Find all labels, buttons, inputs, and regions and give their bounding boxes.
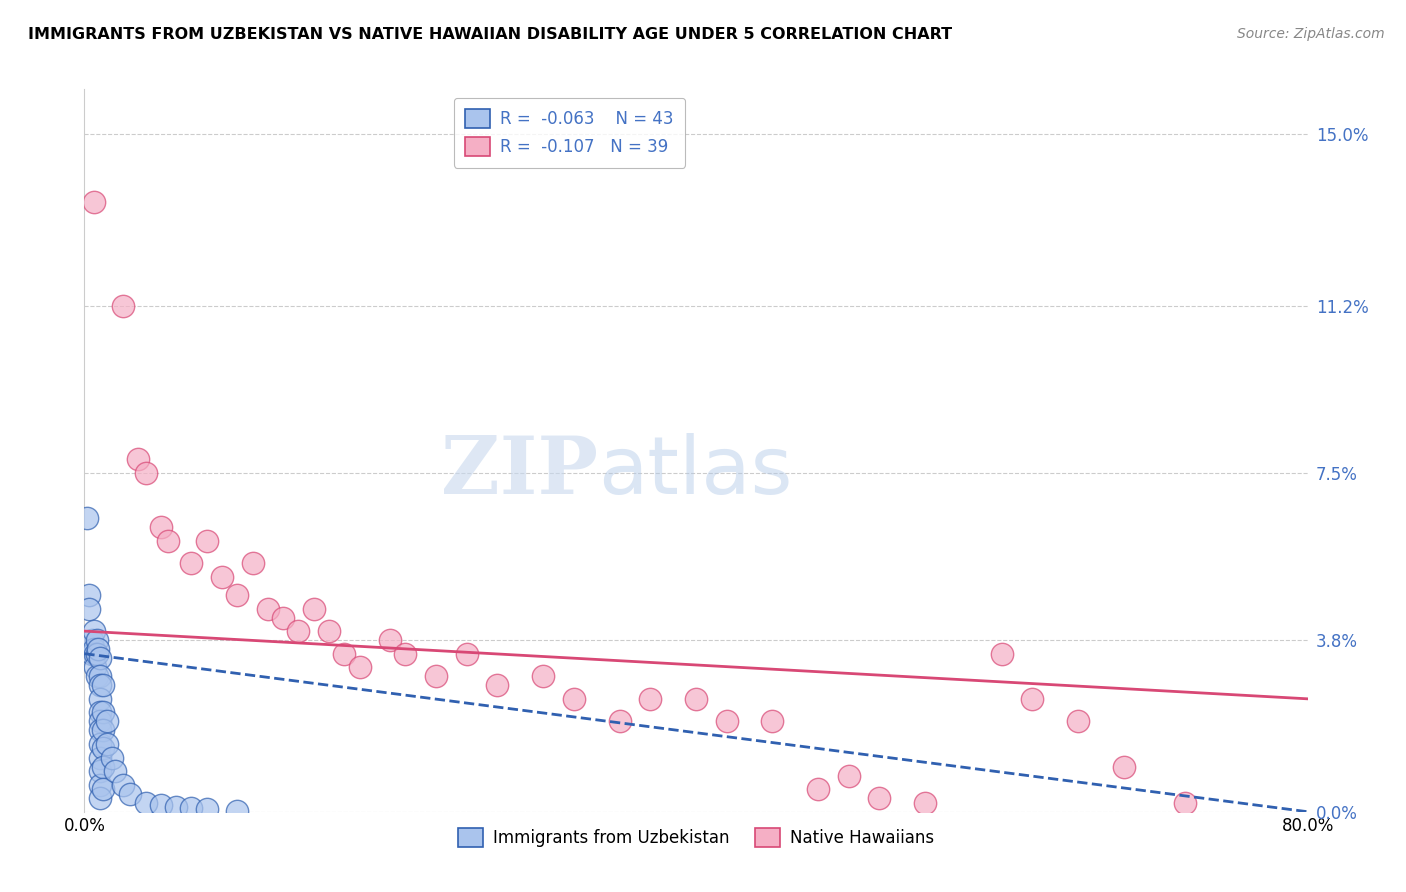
Point bbox=[638, 691, 661, 706]
Point bbox=[83, 642, 105, 657]
Point bbox=[80, 647, 103, 661]
Point bbox=[394, 647, 416, 661]
Point bbox=[89, 764, 111, 778]
Point bbox=[991, 647, 1014, 661]
Point bbox=[287, 624, 309, 639]
Point bbox=[195, 802, 218, 816]
Point bbox=[149, 797, 172, 812]
Point bbox=[380, 633, 402, 648]
Point bbox=[111, 299, 134, 313]
Point bbox=[89, 737, 111, 751]
Point bbox=[89, 714, 111, 729]
Point bbox=[257, 601, 280, 615]
Point bbox=[914, 796, 936, 810]
Text: ZIP: ZIP bbox=[441, 434, 598, 511]
Text: atlas: atlas bbox=[598, 434, 793, 511]
Point bbox=[609, 714, 631, 729]
Point bbox=[1067, 714, 1090, 729]
Point bbox=[226, 588, 249, 602]
Point bbox=[180, 557, 202, 571]
Point bbox=[761, 714, 783, 729]
Point bbox=[135, 466, 157, 480]
Point bbox=[76, 511, 98, 525]
Point bbox=[96, 737, 118, 751]
Point bbox=[87, 642, 110, 657]
Point bbox=[302, 601, 325, 615]
Point bbox=[84, 647, 107, 661]
Point bbox=[91, 678, 114, 692]
Point bbox=[77, 601, 100, 615]
Point bbox=[86, 669, 108, 683]
Point bbox=[89, 669, 111, 683]
Point bbox=[91, 723, 114, 738]
Point bbox=[111, 778, 134, 792]
Legend: Immigrants from Uzbekistan, Native Hawaiians: Immigrants from Uzbekistan, Native Hawai… bbox=[451, 822, 941, 854]
Point bbox=[1114, 759, 1136, 773]
Point bbox=[91, 741, 114, 756]
Point bbox=[89, 691, 111, 706]
Point bbox=[271, 610, 294, 624]
Point bbox=[869, 791, 891, 805]
Point bbox=[127, 452, 149, 467]
Point bbox=[86, 647, 108, 661]
Point bbox=[80, 633, 103, 648]
Point bbox=[83, 195, 105, 210]
Point bbox=[84, 660, 107, 674]
Text: Source: ZipAtlas.com: Source: ZipAtlas.com bbox=[1237, 27, 1385, 41]
Point bbox=[1174, 796, 1197, 810]
Point bbox=[135, 796, 157, 810]
Point bbox=[486, 678, 509, 692]
Point bbox=[211, 570, 233, 584]
Point bbox=[91, 759, 114, 773]
Point bbox=[838, 769, 860, 783]
Point bbox=[425, 669, 447, 683]
Point bbox=[157, 533, 180, 548]
Point bbox=[242, 557, 264, 571]
Point bbox=[180, 801, 202, 815]
Point bbox=[89, 750, 111, 764]
Point bbox=[149, 520, 172, 534]
Point bbox=[86, 633, 108, 648]
Point bbox=[120, 787, 142, 801]
Text: IMMIGRANTS FROM UZBEKISTAN VS NATIVE HAWAIIAN DISABILITY AGE UNDER 5 CORRELATION: IMMIGRANTS FROM UZBEKISTAN VS NATIVE HAW… bbox=[28, 27, 952, 42]
Point bbox=[333, 647, 356, 661]
Point bbox=[96, 714, 118, 729]
Point bbox=[83, 624, 105, 639]
Point bbox=[89, 678, 111, 692]
Point bbox=[349, 660, 371, 674]
Point bbox=[562, 691, 585, 706]
Point bbox=[104, 764, 127, 778]
Point bbox=[89, 791, 111, 805]
Point bbox=[226, 804, 249, 818]
Point bbox=[89, 778, 111, 792]
Point bbox=[89, 706, 111, 720]
Point bbox=[1021, 691, 1043, 706]
Point bbox=[195, 533, 218, 548]
Point bbox=[318, 624, 340, 639]
Point bbox=[77, 588, 100, 602]
Point bbox=[685, 691, 707, 706]
Point bbox=[91, 706, 114, 720]
Point bbox=[89, 723, 111, 738]
Point bbox=[101, 750, 124, 764]
Point bbox=[89, 651, 111, 665]
Point bbox=[165, 800, 187, 814]
Point bbox=[91, 782, 114, 797]
Point bbox=[807, 782, 830, 797]
Point bbox=[531, 669, 554, 683]
Point bbox=[716, 714, 738, 729]
Point bbox=[456, 647, 478, 661]
